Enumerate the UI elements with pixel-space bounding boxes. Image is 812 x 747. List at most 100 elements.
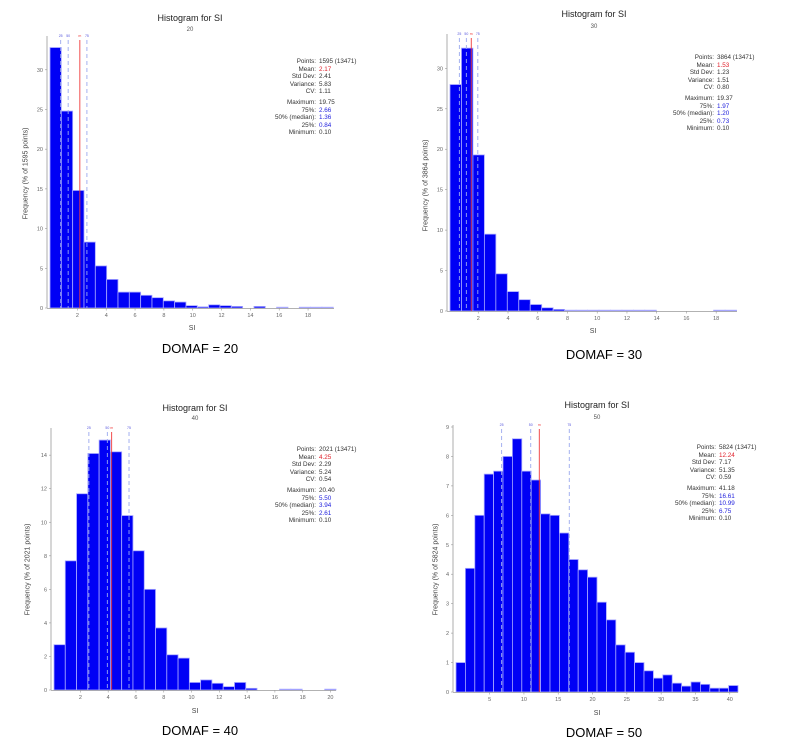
x-tick-label: 20 xyxy=(327,695,333,701)
stats-key: 75%: xyxy=(699,102,714,110)
histogram-bar xyxy=(596,601,607,693)
y-tick-label: 5 xyxy=(40,266,43,272)
stats-row: Mean: 1.53 xyxy=(648,62,754,70)
stats-value: 41.18 xyxy=(719,484,735,492)
x-tick-label: 18 xyxy=(305,313,311,319)
stats-value: 4.25 xyxy=(319,453,332,461)
x-axis-label: SI xyxy=(589,328,597,335)
stats-key: CV: xyxy=(305,88,316,96)
stats-panel: Points: 2021 (13471) Mean: 4.25 Std Dev: 2.29… xyxy=(250,446,356,525)
histogram-bar xyxy=(483,233,497,312)
x-tick-label: 10 xyxy=(190,313,196,319)
stats-value: 1.36 xyxy=(319,114,332,122)
stats-row: Points: 5824 (13471) xyxy=(650,444,757,452)
stats-value: 6.75 xyxy=(719,507,732,515)
x-tick-label: 14 xyxy=(244,695,250,701)
quantile-marker-label: 50 xyxy=(105,426,109,430)
x-tick-label: 12 xyxy=(218,313,224,319)
histogram-bar xyxy=(87,453,100,691)
x-tick-label: 4 xyxy=(105,313,108,319)
stats-key: Mean: xyxy=(698,451,716,459)
stats-value: 19.75 xyxy=(319,98,335,106)
histogram-bar xyxy=(671,682,683,693)
histogram-bar xyxy=(474,514,485,693)
stats-value: 20.40 xyxy=(319,486,335,494)
stats-key: Variance: xyxy=(689,466,716,474)
stats-row: 50% (median): 1.36 xyxy=(250,114,356,122)
stats-row: Minimum: 0.10 xyxy=(650,515,756,523)
stats-row: Mean: 12.24 xyxy=(650,452,756,460)
x-tick-label: 8 xyxy=(162,313,165,319)
histogram-bar xyxy=(455,662,466,693)
x-tick-label: 2 xyxy=(79,695,82,701)
quantile-marker-label: 50 xyxy=(464,32,468,36)
histogram-bar xyxy=(495,273,508,312)
y-tick-label: 1 xyxy=(446,661,449,667)
y-tick-label: 12 xyxy=(41,487,47,493)
chart-subtitle: 40 xyxy=(191,416,199,422)
stats-row: 50% (median): 10.99 xyxy=(650,500,756,508)
histogram-bar xyxy=(529,304,543,312)
stats-key: Minimum: xyxy=(686,125,714,133)
stats-value: 1.53 xyxy=(717,61,730,69)
y-tick-label: 8 xyxy=(44,554,47,560)
stats-value: 5824 (13471) xyxy=(719,444,757,451)
stats-row: Maximum: 41.18 xyxy=(650,485,756,493)
histogram-bar xyxy=(502,456,513,693)
x-tick-label: 5 xyxy=(488,697,491,703)
y-tick-label: 15 xyxy=(37,187,43,193)
histogram-bar xyxy=(541,307,554,312)
histogram-plot: 0 1 2 3 4 5 6 7 8 9 5 10 15 20 25 30 35 40 25 50 m 75 xyxy=(446,423,739,703)
quantile-marker-label: 25 xyxy=(87,426,91,430)
stats-row: CV: 0.80 xyxy=(648,84,754,92)
stats-value: 3.94 xyxy=(319,502,332,510)
stats-row: 50% (median): 3.94 xyxy=(250,502,356,510)
stats-row: Std Dev: 7.17 xyxy=(650,459,756,467)
histogram-bar xyxy=(564,309,577,312)
stats-row: Std Dev: 1.23 xyxy=(648,69,754,77)
quantile-marker-label: 75 xyxy=(127,426,131,430)
histogram-bar xyxy=(493,470,504,693)
chart-caption: DOMAF = 20 xyxy=(161,341,239,356)
y-tick-label: 9 xyxy=(446,425,449,431)
x-tick-label: 6 xyxy=(536,316,539,322)
histogram-bar xyxy=(177,657,190,691)
y-tick-label: 5 xyxy=(446,543,449,549)
stats-row: CV: 0.59 xyxy=(650,474,756,482)
stats-row: Std Dev: 2.29 xyxy=(250,461,356,469)
stats-row: Std Dev: 2.41 xyxy=(250,73,356,81)
stats-key: Maximum: xyxy=(686,484,716,492)
stats-value: 0.10 xyxy=(319,129,332,137)
y-tick-label: 30 xyxy=(437,66,443,72)
stats-value: 1.23 xyxy=(717,69,730,77)
stats-value: 0.10 xyxy=(717,125,730,133)
histogram-bar xyxy=(718,687,730,693)
y-tick-label: 5 xyxy=(440,269,443,275)
histogram-bar xyxy=(321,306,334,309)
stats-value: 1.20 xyxy=(717,110,730,118)
stats-key: 50% (median): xyxy=(275,502,316,510)
stats-row: 25%: 2.61 xyxy=(250,510,356,518)
stats-key: CV: xyxy=(703,84,714,92)
chart-caption: DOMAF = 30 xyxy=(565,347,643,362)
y-tick-label: 20 xyxy=(437,147,443,153)
histogram-bar xyxy=(632,309,646,312)
stats-value: 0.10 xyxy=(719,515,732,523)
histogram-bar xyxy=(652,677,664,693)
histogram-bar xyxy=(521,470,532,693)
stats-value: 3864 (13471) xyxy=(717,54,755,61)
stats-key: Mean: xyxy=(298,65,316,73)
stats-key: Points: xyxy=(696,444,716,451)
y-tick-label: 6 xyxy=(44,587,47,593)
histogram-bar xyxy=(162,300,176,309)
stats-key: Std Dev: xyxy=(291,73,316,81)
y-tick-label: 10 xyxy=(437,228,443,234)
x-tick-label: 10 xyxy=(521,697,527,703)
histogram-bar xyxy=(128,291,142,309)
histogram-bar xyxy=(549,514,560,693)
stats-row: Minimum: 0.10 xyxy=(250,129,356,137)
histogram-bar xyxy=(196,306,210,309)
y-tick-label: 4 xyxy=(44,621,47,627)
stats-row: Variance: 1.51 xyxy=(648,77,754,85)
